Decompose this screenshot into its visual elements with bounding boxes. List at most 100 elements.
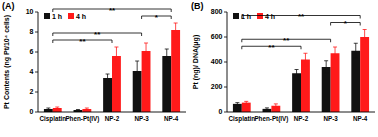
y-tick-label: 10	[26, 8, 34, 15]
panel: (B)Pt (ng)/ DNA(μg)0200400600800Cisplati…	[191, 1, 375, 123]
significance-bracket: **	[242, 12, 360, 21]
error-line	[275, 104, 276, 108]
error-line	[166, 49, 167, 63]
error-cap	[144, 59, 148, 60]
significance-bracket: *	[331, 19, 361, 28]
bar	[171, 30, 180, 112]
x-axis	[38, 112, 186, 113]
error-cap	[85, 108, 89, 109]
bar	[292, 73, 301, 112]
panel-label: (B)	[191, 1, 204, 11]
y-tick-label: 800	[211, 8, 223, 15]
x-tick-label: Cisplatin	[40, 115, 67, 123]
y-tick-label: 600	[211, 33, 223, 40]
error-bar	[295, 70, 299, 78]
panel-label: (A)	[2, 1, 15, 11]
y-tick-label: 0	[219, 108, 223, 115]
error-line	[146, 43, 147, 59]
y-tick-label: 8	[30, 28, 34, 35]
significance-label: **	[94, 30, 101, 39]
error-cap	[55, 107, 59, 108]
error-bar	[324, 61, 328, 74]
error-line	[326, 61, 327, 74]
bar	[360, 37, 369, 112]
legend-label: 4 h	[265, 13, 275, 20]
error-bar	[114, 47, 118, 65]
figure: (A)Pt Contents (ng Pt/10⁴ cells)0246810C…	[0, 0, 378, 137]
significance-label: **	[109, 6, 116, 15]
x-tick-label: NP-3	[323, 115, 338, 122]
error-bar	[46, 108, 50, 110]
bars	[233, 30, 369, 113]
error-cap	[295, 69, 299, 70]
error-bar	[333, 47, 337, 60]
error-cap	[46, 110, 50, 111]
x-tick-label: NP-4	[164, 115, 179, 122]
x-tick-label: NP-2	[105, 115, 120, 122]
y-tick-label: 6	[30, 48, 34, 55]
error-cap	[274, 103, 278, 104]
bar	[162, 56, 171, 112]
error-bar	[265, 108, 269, 110]
error-cap	[244, 101, 248, 102]
bar	[301, 60, 310, 113]
legend-label: 1 h	[241, 13, 251, 20]
significance-label: **	[79, 37, 86, 46]
error-bar	[85, 108, 89, 110]
significance-label: **	[283, 36, 290, 45]
y-tick-label: 2	[30, 88, 34, 95]
error-bar	[165, 49, 169, 63]
x-tick-label: Cisplatin	[229, 115, 256, 123]
error-bar	[303, 53, 307, 66]
error-cap	[235, 102, 239, 103]
bar	[263, 109, 272, 112]
error-line	[296, 70, 297, 78]
error-cap	[144, 43, 148, 44]
y-axis	[38, 12, 39, 112]
error-bar	[106, 74, 110, 82]
legend-swatch	[44, 13, 50, 19]
error-cap	[235, 105, 239, 106]
legend-swatch	[233, 13, 239, 19]
error-line	[305, 53, 306, 66]
error-cap	[354, 43, 358, 44]
legend: 1 h 4 h	[233, 13, 275, 20]
error-cap	[114, 47, 118, 48]
error-line	[137, 61, 138, 81]
y-axis-label: Pt Contents (ng Pt/10⁴ cells)	[3, 15, 11, 109]
error-cap	[363, 29, 367, 30]
significance-label: *	[155, 13, 159, 22]
bar	[142, 51, 151, 112]
error-cap	[274, 107, 278, 108]
error-cap	[265, 107, 269, 108]
x-tick-label: Phen-Pt(IV)	[254, 115, 288, 123]
significance-bracket: **	[53, 37, 112, 46]
y-tick-label: 400	[211, 58, 223, 65]
bar	[242, 103, 251, 112]
error-cap	[363, 44, 367, 45]
x-tick-label: NP-4	[353, 115, 368, 122]
x-tick-label: Phen-Pt(IV)	[65, 115, 99, 123]
error-line	[355, 43, 356, 58]
bars	[44, 23, 180, 112]
error-cap	[55, 109, 59, 110]
bar	[331, 53, 340, 112]
significance-label: **	[268, 43, 275, 52]
error-cap	[85, 110, 89, 111]
legend-label: 4 h	[76, 13, 86, 20]
error-cap	[165, 63, 169, 64]
error-cap	[265, 109, 269, 110]
y-axis	[227, 12, 228, 112]
error-cap	[333, 47, 337, 48]
error-line	[107, 74, 108, 82]
error-line	[335, 47, 336, 60]
error-cap	[174, 37, 178, 38]
significance-bracket: **	[242, 36, 331, 45]
error-bar	[274, 104, 278, 108]
error-bar	[363, 30, 367, 45]
error-bar	[135, 61, 139, 81]
error-cap	[303, 53, 307, 54]
legend-label: 1 h	[52, 13, 62, 20]
significance-label: **	[298, 12, 305, 21]
error-cap	[76, 110, 80, 111]
